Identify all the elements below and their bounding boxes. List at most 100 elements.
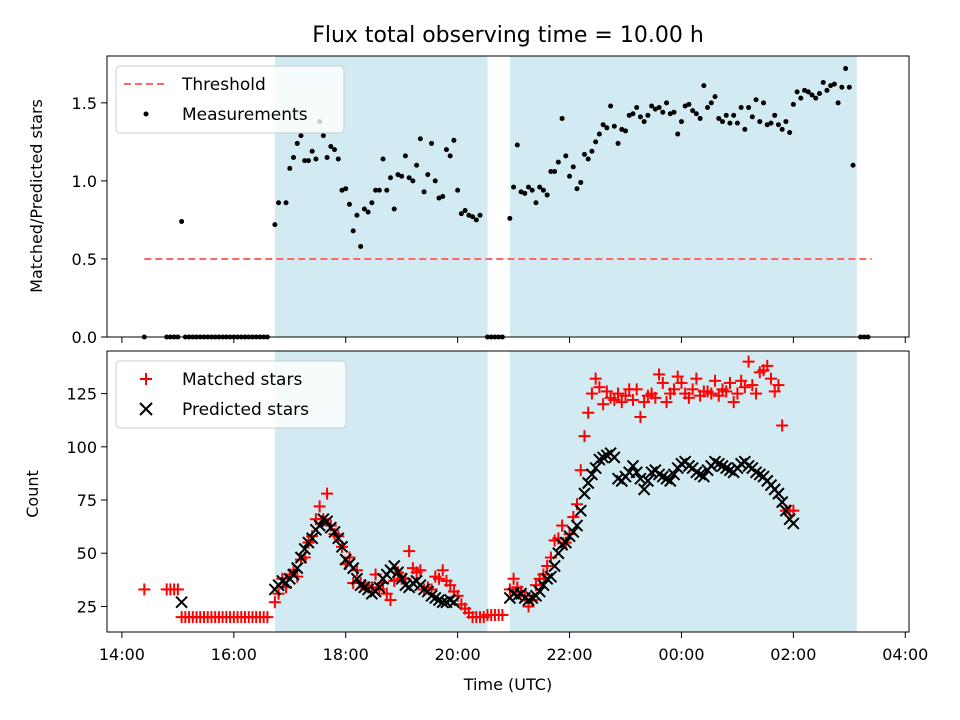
measurements-point-165 bbox=[790, 101, 796, 107]
measurements-point-131 bbox=[664, 100, 670, 106]
predicted-stars-point-87 bbox=[641, 474, 655, 488]
measurements-point-75 bbox=[447, 153, 453, 159]
measurements-point-97 bbox=[537, 184, 543, 190]
matched-stars-point-119 bbox=[608, 393, 621, 406]
predicted-stars-point-63 bbox=[552, 547, 565, 560]
predicted-stars-point-43 bbox=[425, 589, 438, 603]
measurements-point-134 bbox=[675, 131, 681, 137]
predicted-stars-point-101 bbox=[693, 468, 707, 481]
count-panel: 25 50 75 100 125 14:00 16:00 18:00 20:00 22:00 00… bbox=[23, 350, 928, 664]
ratio-legend-box bbox=[115, 65, 345, 134]
x-tick-label-2: 18:00 bbox=[323, 645, 369, 664]
matched-stars-point-101 bbox=[541, 560, 554, 573]
matched-stars-point-146 bbox=[709, 374, 722, 387]
predicted-stars-point-0 bbox=[175, 595, 188, 609]
predicted-stars-point-126 bbox=[787, 517, 800, 530]
matched-stars-point-68 bbox=[414, 564, 427, 577]
measurements-point-141 bbox=[701, 83, 707, 89]
measurements-point-129 bbox=[656, 105, 662, 111]
measurements-point-69 bbox=[425, 172, 431, 178]
measurements-point-91 bbox=[514, 142, 520, 148]
predicted-stars-point-11 bbox=[305, 532, 319, 545]
matched-stars-point-29 bbox=[268, 596, 281, 609]
count-legend-box bbox=[115, 360, 347, 429]
predicted-stars-point-83 bbox=[626, 459, 640, 473]
x-axis-label: Time (UTC) bbox=[463, 675, 552, 694]
matched-stars-point-153 bbox=[735, 374, 748, 387]
matched-stars-point-137 bbox=[675, 376, 688, 389]
legend-matched-swatch bbox=[140, 373, 152, 385]
predicted-stars-point-94 bbox=[667, 468, 681, 481]
measurements-point-56 bbox=[376, 187, 382, 193]
measurements-point-5 bbox=[179, 218, 185, 224]
measurements-point-99 bbox=[544, 192, 550, 198]
predicted-stars-point-19 bbox=[335, 540, 349, 554]
matched-stars-point-111 bbox=[578, 430, 591, 443]
measurements-point-166 bbox=[794, 89, 800, 95]
measurements-point-137 bbox=[686, 101, 692, 107]
measurements-point-107 bbox=[574, 186, 580, 192]
measurements-point-177 bbox=[835, 100, 841, 106]
predicted-stars-point-106 bbox=[712, 457, 725, 471]
measurements-point-140 bbox=[697, 115, 703, 121]
measurements-point-126 bbox=[645, 112, 651, 118]
measurements-point-54 bbox=[369, 200, 375, 206]
predicted-stars-point-73 bbox=[589, 461, 602, 475]
measurements-point-101 bbox=[552, 169, 558, 175]
measurements-point-89 bbox=[507, 215, 513, 221]
ratio-panel: 0.0 0.5 1.0 1.5 Matched/Predicted stars Thr… bbox=[27, 55, 910, 347]
matched-stars-point-157 bbox=[750, 387, 763, 400]
measurements-point-48 bbox=[346, 201, 352, 207]
measurements-point-76 bbox=[451, 137, 457, 143]
matched-stars-point-113 bbox=[585, 387, 598, 400]
matched-stars-point-145 bbox=[705, 387, 718, 400]
measurements-point-145 bbox=[716, 115, 722, 121]
count-panel-frame bbox=[106, 350, 910, 633]
predicted-stars-point-13 bbox=[313, 519, 326, 532]
measurements-point-31 bbox=[283, 200, 289, 206]
matched-stars-point-139 bbox=[682, 391, 695, 404]
predicted-stars-point-100 bbox=[690, 466, 703, 479]
measurements-point-39 bbox=[313, 156, 319, 162]
measurements-point-133 bbox=[671, 109, 677, 115]
measurements-point-78 bbox=[458, 211, 464, 217]
measurements-point-160 bbox=[772, 112, 778, 118]
matched-stars-point-28 bbox=[261, 611, 274, 624]
matched-stars-point-135 bbox=[667, 383, 680, 396]
measurements-point-68 bbox=[421, 189, 427, 195]
matched-stars-point-147 bbox=[712, 389, 725, 402]
predicted-stars-point-65 bbox=[559, 536, 573, 549]
measurements-point-147 bbox=[723, 112, 729, 118]
matched-stars-point-41 bbox=[313, 500, 326, 513]
predicted-stars-point-38 bbox=[406, 576, 420, 590]
matched-stars-point-164 bbox=[776, 419, 789, 432]
count-y-axis-label: Count bbox=[23, 470, 42, 518]
predicted-stars-point-122 bbox=[772, 487, 785, 500]
matched-stars-point-114 bbox=[589, 372, 602, 385]
measurements-point-155 bbox=[753, 97, 759, 103]
x-tick-label-7: 04:00 bbox=[882, 645, 928, 664]
predicted-stars-point-112 bbox=[734, 457, 748, 471]
measurements-point-116 bbox=[608, 103, 614, 109]
count-y-tick-label-2: 75 bbox=[77, 491, 97, 510]
predicted-stars-point-24 bbox=[354, 578, 367, 592]
predicted-stars-point-123 bbox=[775, 495, 789, 509]
measurements-point-71 bbox=[432, 178, 438, 184]
measurements-point-57 bbox=[380, 156, 386, 162]
measurements-point-176 bbox=[831, 81, 837, 87]
measurements-point-144 bbox=[712, 94, 718, 100]
matched-stars-point-125 bbox=[630, 383, 643, 396]
matched-stars-point-120 bbox=[612, 387, 625, 400]
measurements-point-117 bbox=[611, 123, 617, 129]
predicted-stars-point-88 bbox=[645, 466, 658, 479]
matched-stars-point-130 bbox=[649, 391, 662, 404]
matched-stars-point-116 bbox=[597, 398, 610, 411]
matched-stars-point-150 bbox=[723, 376, 736, 389]
matched-stars-point-49 bbox=[343, 551, 356, 564]
matched-stars-point-117 bbox=[600, 385, 613, 398]
measurements-point-112 bbox=[593, 139, 599, 145]
predicted-stars-point-79 bbox=[611, 472, 625, 485]
predicted-stars-point-96 bbox=[675, 457, 688, 471]
matched-stars-point-43 bbox=[321, 487, 334, 500]
predicted-stars-point-85 bbox=[634, 472, 647, 485]
